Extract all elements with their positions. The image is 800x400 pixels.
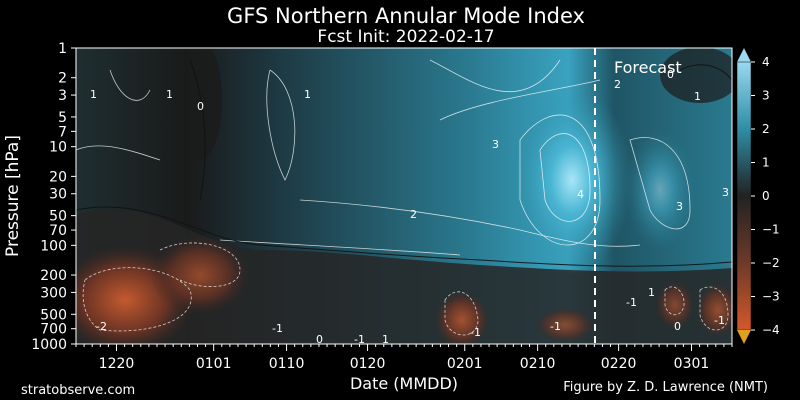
contour-label: 1: [694, 90, 701, 103]
y-tick-label: 200: [40, 268, 67, 284]
contour-label: 1: [648, 286, 655, 299]
contour-label: 3: [492, 138, 499, 151]
x-tick-label: 0210: [520, 356, 556, 372]
colorbar-tick-label: 4: [762, 55, 770, 69]
contour-label: 0: [316, 333, 323, 346]
y-tick-label: 1000: [31, 337, 67, 353]
contour-label: -1: [470, 326, 481, 339]
chart-title: GFS Northern Annular Mode Index: [227, 4, 585, 28]
y-axis-label: Pressure [hPa]: [3, 135, 23, 257]
footer-credit: Figure by Z. D. Lawrence (NMT): [563, 380, 768, 395]
contour-label: -1: [354, 333, 365, 346]
colorbar-tick-label: −1: [762, 223, 780, 237]
x-tick-label: 1220: [99, 356, 135, 372]
contour-label: 3: [722, 186, 729, 199]
y-tick-label: 50: [49, 209, 67, 225]
colorbar-tick-label: 0: [762, 189, 770, 203]
y-tick-label: 300: [40, 285, 67, 301]
x-axis-label: Date (MMDD): [350, 374, 458, 393]
colorbar-tick-label: −2: [762, 256, 780, 270]
contour-label: -1: [550, 320, 561, 333]
contour-label: 0: [674, 320, 681, 333]
y-tick-label: 1: [58, 41, 67, 57]
x-tick-label: 0220: [601, 356, 637, 372]
contour-label: 4: [577, 188, 584, 201]
y-tick-label: 100: [40, 238, 67, 254]
colorbar-bar: [736, 61, 752, 331]
x-tick-label: 0110: [269, 356, 305, 372]
y-tick-label: 70: [49, 223, 67, 239]
colorbar-bottom-arrow: [737, 330, 751, 344]
x-tick-label: 0101: [196, 356, 232, 372]
x-tick-label: 0301: [674, 356, 710, 372]
y-tick-label: 2: [58, 71, 67, 87]
contour-label: -1: [626, 296, 637, 309]
contour-label: 1: [304, 88, 311, 101]
contour-label: 2: [410, 208, 417, 221]
contour-label: 1: [90, 88, 97, 101]
y-tick-label: 5: [58, 110, 67, 126]
y-tick-label: 3: [58, 88, 67, 104]
y-tick-label: 10: [49, 140, 67, 156]
x-tick-label: 0201: [447, 356, 483, 372]
forecast-label: Forecast: [614, 58, 682, 77]
y-tick-label: 30: [49, 187, 67, 203]
contour-label: 0: [667, 68, 674, 81]
contour-label: 1: [166, 88, 173, 101]
chart-subtitle: Fcst Init: 2022-02-17: [317, 27, 494, 47]
x-axis: 1220 0101 0110 0120 0201 0210 0220 0301: [75, 344, 733, 372]
contour-label: -1: [714, 314, 725, 327]
contour-label: 3: [676, 200, 683, 213]
colorbar: 4 3 2 1 0 −1 −2 −3 −4: [736, 48, 780, 344]
colorbar-tick-label: −3: [762, 290, 780, 304]
plot-area: 1 1 0 1 2 0 1 3 4 2 3 3 -2 -1 0 -1 -1 -1…: [76, 48, 732, 346]
colorbar-tick-label: 1: [762, 156, 770, 170]
colorbar-tick-label: 3: [762, 89, 770, 103]
y-tick-label: 500: [40, 307, 67, 323]
y-tick-label: 7: [58, 124, 67, 140]
plot-frame: [75, 47, 733, 345]
contour-label: -2: [96, 320, 107, 333]
contour-label: 1: [382, 333, 389, 346]
footer-source: stratobserve.com: [21, 383, 135, 398]
colorbar-top-arrow: [737, 48, 751, 62]
colorbar-tick-label: −4: [762, 323, 780, 337]
contour-label: 2: [614, 78, 621, 91]
contour-labels: 1 1 0 1 2 0 1 3 4 2 3 3 -2 -1 0 -1 -1 -1…: [90, 68, 729, 346]
y-tick-label: 20: [49, 169, 67, 185]
x-tick-label: 0120: [350, 356, 386, 372]
y-tick-label: 700: [40, 322, 67, 338]
contour-label: 0: [197, 100, 204, 113]
colorbar-tick-label: 2: [762, 122, 770, 136]
contour-label: -1: [272, 322, 283, 335]
